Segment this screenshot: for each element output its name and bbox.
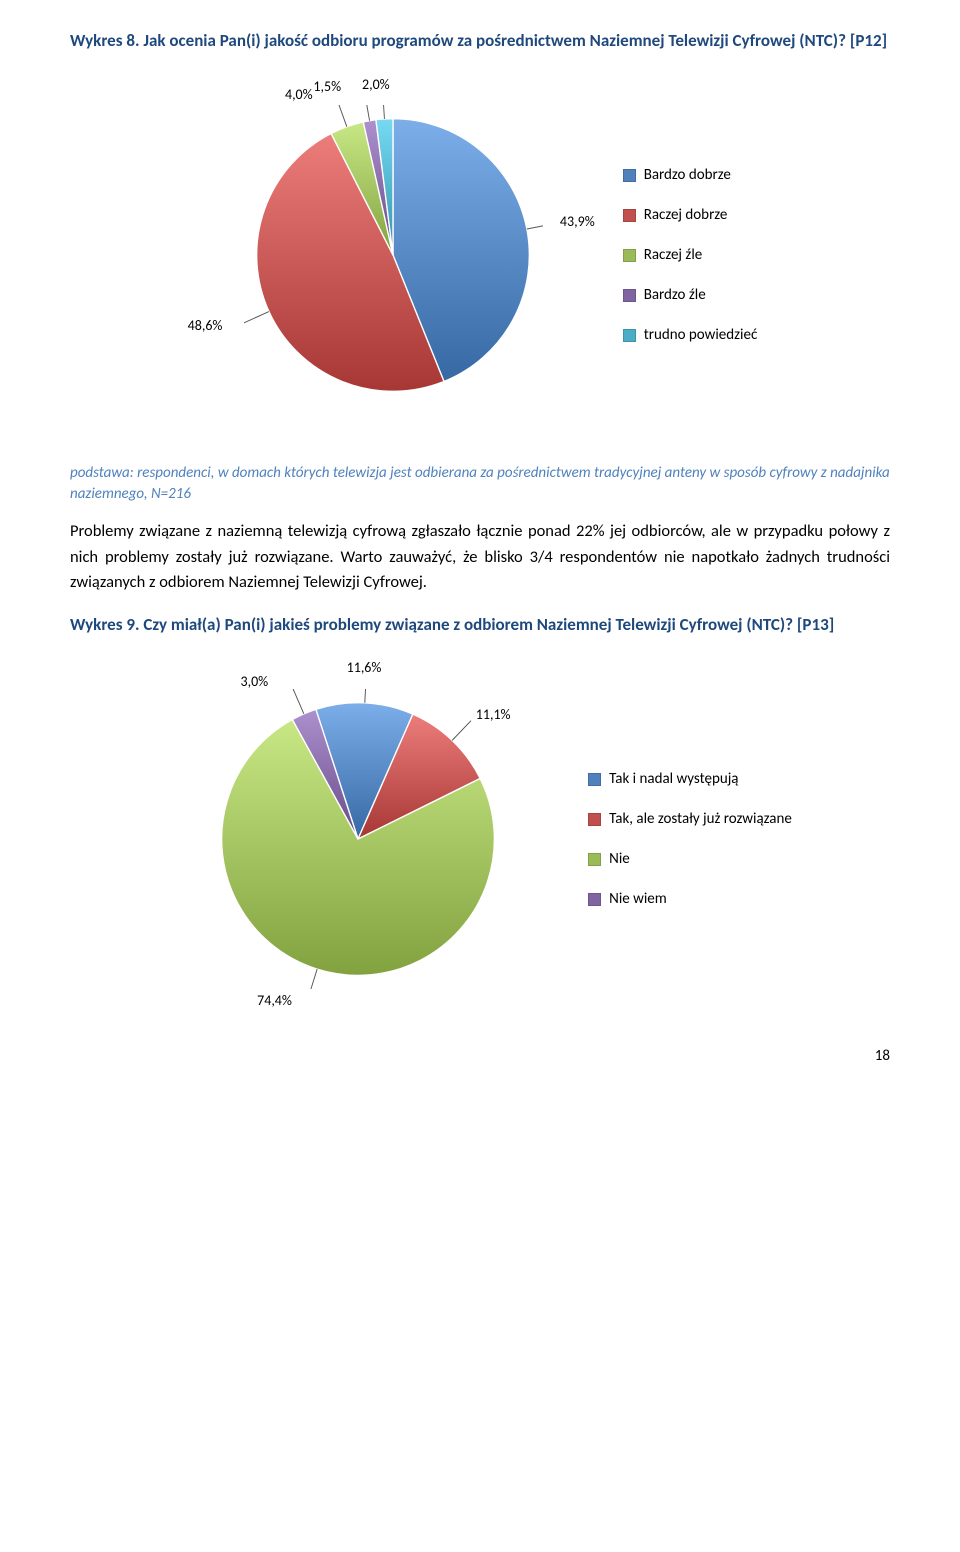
legend-item: Raczej dobrze xyxy=(623,206,758,224)
legend-label: Raczej źle xyxy=(644,246,703,264)
legend-label: Raczej dobrze xyxy=(644,206,728,224)
legend-item: Nie xyxy=(588,850,792,868)
legend-label: trudno powiedzieć xyxy=(644,326,758,344)
legend-item: Tak, ale zostały już rozwiązane xyxy=(588,810,792,828)
legend-item: Tak i nadal występują xyxy=(588,770,792,788)
legend-label: Bardzo dobrze xyxy=(644,166,731,184)
legend-label: Nie xyxy=(609,850,630,868)
legend-swatch xyxy=(623,329,636,342)
pie-data-label: 11,1% xyxy=(476,706,511,723)
chart1-title: Wykres 8. Jak ocenia Pan(i) jakość odbio… xyxy=(70,30,890,53)
pie-data-label: 4,0% xyxy=(285,86,313,103)
legend-swatch xyxy=(623,289,636,302)
legend-swatch xyxy=(588,893,601,906)
pie-data-label: 3,0% xyxy=(240,673,268,690)
page-number: 18 xyxy=(70,1047,890,1065)
legend-item: Nie wiem xyxy=(588,890,792,908)
legend-item: Raczej źle xyxy=(623,246,758,264)
pie-data-label: 2,0% xyxy=(362,76,390,93)
chart1-pie-wrap: 43,9%48,6%4,0%1,5%2,0% xyxy=(203,65,583,445)
legend-item: trudno powiedzieć xyxy=(623,326,758,344)
legend-item: Bardzo źle xyxy=(623,286,758,304)
chart2-pie-svg xyxy=(208,689,508,989)
legend-label: Tak, ale zostały już rozwiązane xyxy=(609,810,792,828)
legend-swatch xyxy=(623,249,636,262)
pie-data-label: 43,9% xyxy=(560,213,595,230)
chart2-legend: Tak i nadal występują Tak, ale zostały ju… xyxy=(588,770,792,908)
chart1-pie-svg xyxy=(243,105,543,405)
pie-data-label: 1,5% xyxy=(313,78,341,95)
legend-swatch xyxy=(588,853,601,866)
chart1: 43,9% 48,6% 4,0%1,5% 2,0% Bardzo dobrze Racz… xyxy=(70,65,890,445)
chart2-pie-wrap: 11,6% 11,1% 74,4% 3,0% xyxy=(168,649,548,1029)
legend-item: Bardzo dobrze xyxy=(623,166,758,184)
legend-swatch xyxy=(623,169,636,182)
legend-label: Bardzo źle xyxy=(644,286,706,304)
pie-data-label: 48,6% xyxy=(188,317,223,334)
legend-swatch xyxy=(588,813,601,826)
legend-label: Tak i nadal występują xyxy=(609,770,738,788)
legend-swatch xyxy=(623,209,636,222)
chart2-title: Wykres 9. Czy miał(a) Pan(i) jakieś prob… xyxy=(70,614,890,637)
legend-label: Nie wiem xyxy=(609,890,667,908)
chart1-legend: Bardzo dobrze Raczej dobrze Raczej źle Bard… xyxy=(623,166,758,344)
legend-swatch xyxy=(588,773,601,786)
body-paragraph: Problemy związane z naziemną telewizją c… xyxy=(70,519,890,596)
chart2: 11,6% 11,1% 74,4% 3,0% Tak i nadal występuj… xyxy=(70,649,890,1029)
chart1-caption: podstawa: respondenci, w domach których … xyxy=(70,463,890,505)
pie-data-label: 11,6% xyxy=(347,659,382,676)
pie-data-label: 74,4% xyxy=(257,992,292,1009)
